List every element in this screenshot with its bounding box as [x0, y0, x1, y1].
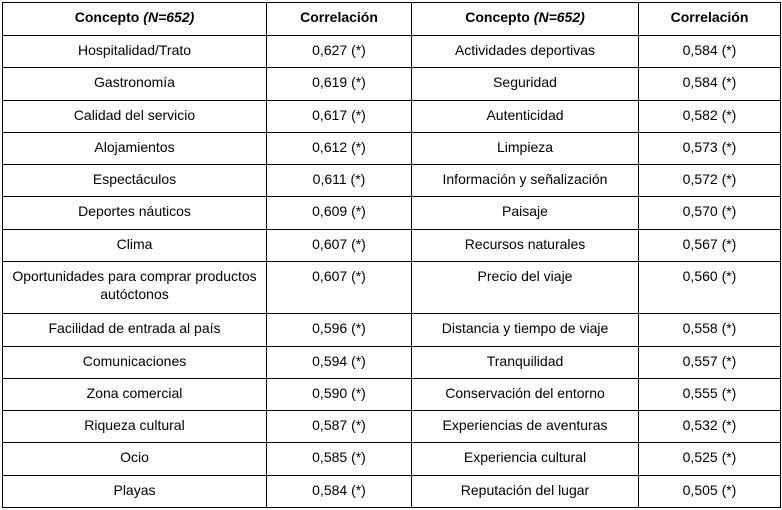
concept-cell-left: Oportunidades para comprar productos aut…	[2, 261, 267, 315]
header-concept-right: Concepto (N=652)	[411, 2, 639, 36]
correlation-cell-left: 0,590 (*)	[266, 377, 412, 412]
table-row: Riqueza cultural 0,587 (*) Experiencias de…	[2, 410, 781, 444]
header-n-label: (N=652)	[533, 9, 585, 25]
concept-cell-left: Hospitalidad/Trato	[2, 34, 267, 69]
concept-cell-right: Información y señalización	[411, 164, 639, 198]
correlation-cell-right: 0,560 (*)	[638, 261, 781, 315]
correlation-cell-left: 0,585 (*)	[266, 442, 412, 476]
correlation-cell-left: 0,607 (*)	[266, 261, 412, 315]
correlation-cell-right: 0,505 (*)	[638, 474, 781, 509]
concept-cell-right: Actividades deportivas	[411, 34, 639, 69]
header-correlation-right: Correlación	[638, 2, 781, 36]
concept-cell-right: Seguridad	[411, 67, 639, 101]
concept-cell-right: Precio del viaje	[411, 261, 639, 315]
concept-cell-right: Autenticidad	[411, 99, 639, 133]
correlation-cell-left: 0,587 (*)	[266, 410, 412, 444]
concept-cell-left: Alojamientos	[2, 131, 267, 166]
concept-cell-left: Espectáculos	[2, 164, 267, 198]
correlation-cell-left: 0,627 (*)	[266, 34, 412, 69]
correlation-cell-left: 0,609 (*)	[266, 196, 412, 230]
correlation-cell-right: 0,582 (*)	[638, 99, 781, 133]
concept-cell-right: Experiencia cultural	[411, 442, 639, 476]
header-concept-left: Concepto (N=652)	[2, 2, 267, 36]
concept-cell-left: Ocio	[2, 442, 267, 476]
header-n-label: (N=652)	[143, 9, 195, 25]
header-row: Concepto (N=652) Correlación Concepto (N=6…	[2, 2, 781, 36]
table-row: Ocio 0,585 (*) Experiencia cultural 0,525 (…	[2, 442, 781, 476]
correlation-cell-right: 0,558 (*)	[638, 313, 781, 347]
concept-cell-left: Zona comercial	[2, 377, 267, 412]
concept-cell-left: Comunicaciones	[2, 345, 267, 379]
correlation-cell-left: 0,607 (*)	[266, 228, 412, 263]
concept-cell-left: Gastronomía	[2, 67, 267, 101]
concept-cell-right: Tranquilidad	[411, 345, 639, 379]
concept-cell-right: Experiencias de aventuras	[411, 410, 639, 444]
concept-cell-left: Riqueza cultural	[2, 410, 267, 444]
correlation-cell-right: 0,525 (*)	[638, 442, 781, 476]
concept-cell-right: Conservación del entorno	[411, 377, 639, 412]
header-concept-label: Concepto	[465, 9, 530, 25]
header-correlation-left: Correlación	[266, 2, 412, 36]
concept-cell-left: Deportes náuticos	[2, 196, 267, 230]
correlation-cell-right: 0,567 (*)	[638, 228, 781, 263]
table-row: Calidad del servicio 0,617 (*) Autenticida…	[2, 99, 781, 133]
correlation-cell-left: 0,611 (*)	[266, 164, 412, 198]
correlation-cell-right: 0,584 (*)	[638, 67, 781, 101]
table-row: Hospitalidad/Trato 0,627 (*) Actividades d…	[2, 34, 781, 69]
correlation-cell-right: 0,572 (*)	[638, 164, 781, 198]
correlation-cell-left: 0,612 (*)	[266, 131, 412, 166]
table-row: Comunicaciones 0,594 (*) Tranquilidad 0,557…	[2, 345, 781, 379]
table-row: Alojamientos 0,612 (*) Limpieza 0,573 (*)	[2, 131, 781, 166]
table-row: Playas 0,584 (*) Reputación del lugar 0,505…	[2, 474, 781, 509]
concept-cell-left: Facilidad de entrada al país	[2, 313, 267, 347]
concept-cell-right: Limpieza	[411, 131, 639, 166]
correlation-cell-left: 0,617 (*)	[266, 99, 412, 133]
correlation-cell-right: 0,557 (*)	[638, 345, 781, 379]
correlation-cell-left: 0,594 (*)	[266, 345, 412, 379]
correlation-cell-left: 0,596 (*)	[266, 313, 412, 347]
concept-cell-left: Clima	[2, 228, 267, 263]
correlation-cell-right: 0,584 (*)	[638, 34, 781, 69]
table-row: Gastronomía 0,619 (*) Seguridad 0,584 (*)	[2, 67, 781, 101]
table-row: Espectáculos 0,611 (*) Información y señal…	[2, 164, 781, 198]
table-row: Deportes náuticos 0,609 (*) Paisaje 0,570 (…	[2, 196, 781, 230]
table-row: Facilidad de entrada al país 0,596 (*) Dis…	[2, 313, 781, 347]
concept-cell-right: Paisaje	[411, 196, 639, 230]
table-row: Clima 0,607 (*) Recursos naturales 0,567 (*…	[2, 228, 781, 263]
concept-cell-left: Calidad del servicio	[2, 99, 267, 133]
concept-cell-left: Playas	[2, 474, 267, 509]
correlation-cell-left: 0,584 (*)	[266, 474, 412, 509]
header-concept-label: Concepto	[74, 9, 140, 25]
correlation-cell-left: 0,619 (*)	[266, 67, 412, 101]
correlation-cell-right: 0,573 (*)	[638, 131, 781, 166]
correlation-cell-right: 0,570 (*)	[638, 196, 781, 230]
concept-cell-right: Reputación del lugar	[411, 474, 639, 509]
concept-cell-right: Recursos naturales	[411, 228, 639, 263]
table-row: Oportunidades para comprar productos aut…	[2, 261, 781, 315]
concept-cell-right: Distancia y tiempo de viaje	[411, 313, 639, 347]
correlation-cell-right: 0,532 (*)	[638, 410, 781, 444]
table-row: Zona comercial 0,590 (*) Conservación del …	[2, 377, 781, 412]
correlation-cell-right: 0,555 (*)	[638, 377, 781, 412]
